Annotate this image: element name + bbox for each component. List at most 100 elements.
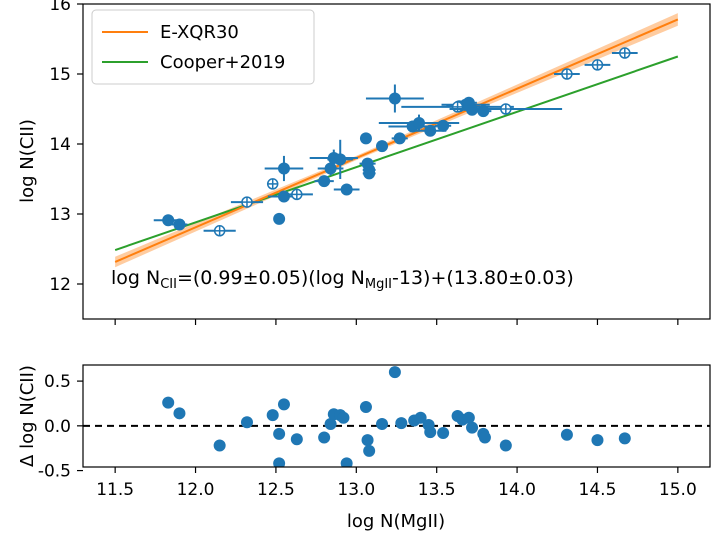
main-open-point [611, 47, 638, 59]
residual-data-points [162, 366, 631, 467]
main-open-point [266, 178, 279, 190]
residual-point [173, 407, 186, 420]
residual-point [273, 427, 286, 440]
residual-point [337, 411, 350, 424]
residual-point [414, 411, 427, 424]
x-tick-label: 13.0 [337, 480, 375, 500]
main-open-point [280, 188, 313, 201]
x-tick-label: 12.5 [257, 480, 295, 500]
point-marker [393, 132, 406, 145]
residual-point [324, 418, 337, 431]
x-tick-label: 14.0 [498, 480, 536, 500]
residual-y-tick-label: -0.5 [38, 462, 71, 482]
residual-point [499, 439, 512, 452]
x-tick-label: 11.5 [96, 480, 134, 500]
residual-point [240, 416, 253, 429]
main-open-point [449, 103, 563, 115]
point-marker [424, 124, 437, 137]
x-tick-label: 15.0 [659, 480, 697, 500]
point-marker [388, 92, 401, 105]
main-filled-point [391, 132, 408, 145]
residual-point [361, 434, 374, 447]
point-marker [359, 132, 372, 145]
main-y-tick-label: 15 [49, 65, 71, 85]
point-marker [162, 214, 175, 227]
cooper-2019-fit-line [114, 55, 679, 251]
point-marker [277, 190, 290, 203]
residual-point [363, 444, 376, 457]
residual-y-axis: 0.5 0.0 -0.5 [38, 372, 83, 482]
residual-point [437, 427, 450, 439]
residual-y-axis-label: Δ log N(CII) [17, 365, 38, 467]
main-filled-point [273, 212, 286, 225]
residual-point [388, 366, 401, 379]
point-marker [363, 167, 376, 180]
residual-point [213, 439, 226, 452]
main-y-axis: 12 13 14 15 16 [49, 0, 83, 295]
main-open-point [230, 196, 264, 208]
main-filled-point [365, 84, 424, 113]
main-filled-point [414, 124, 447, 137]
residual-point [462, 411, 475, 424]
main-filled-point [314, 175, 334, 188]
legend: E-XQR30 Cooper+2019 [91, 9, 315, 85]
point-marker [437, 119, 450, 132]
main-data-points [153, 47, 638, 237]
residual-point [395, 417, 408, 430]
main-panel: 12 13 14 15 16 log N(CII) E-XQR30 Cooper+201… [17, 0, 711, 325]
main-filled-point [359, 132, 372, 145]
residual-point [162, 396, 175, 409]
main-filled-point [317, 161, 344, 176]
main-filled-point [309, 149, 358, 167]
point-marker [277, 162, 290, 175]
main-filled-point [435, 119, 452, 132]
main-y-tick-label: 12 [49, 275, 71, 295]
residual-point [424, 426, 437, 439]
residual-point [318, 431, 331, 444]
residual-point [560, 428, 573, 441]
residual-point [478, 431, 491, 444]
point-marker [340, 183, 353, 196]
x-tick-label: 12.0 [177, 480, 215, 500]
main-filled-point [376, 140, 389, 153]
main-filled-point [362, 167, 376, 180]
residual-point [359, 401, 372, 414]
main-open-point [584, 59, 611, 71]
point-marker [173, 218, 186, 231]
residual-point [376, 418, 389, 431]
residual-plot-frame [82, 364, 711, 468]
residual-point [266, 409, 279, 422]
main-filled-point [327, 139, 354, 179]
main-y-tick-label: 13 [49, 205, 71, 225]
equation-middle: =(0.99±0.05)(log N [177, 267, 365, 289]
x-axis-label: log N(MgII) [347, 511, 445, 532]
equation-prefix: log N [111, 267, 160, 289]
residual-point [591, 434, 604, 447]
residual-point [618, 432, 631, 445]
main-filled-point [333, 183, 360, 196]
main-y-tick-label: 16 [49, 0, 71, 15]
main-y-tick-label: 14 [49, 135, 71, 155]
main-plot-frame [82, 3, 711, 320]
legend-label-cooper-2019: Cooper+2019 [160, 52, 285, 73]
equation-sub-mgii: MgII [365, 277, 392, 292]
equation-sub-cii: CII [160, 277, 177, 292]
point-marker [318, 175, 331, 188]
residual-panel: 0.50.0-0.5 11.5 12.0 12.5 13.0 13.5 14.0 14.5 1… [17, 364, 711, 532]
legend-label-e-xqr30: E-XQR30 [160, 22, 239, 43]
residual-point [340, 457, 353, 467]
point-marker [376, 140, 389, 153]
legend-box [91, 9, 315, 85]
main-open-point [554, 68, 580, 80]
residual-y-tick-label: 0.5 [44, 372, 71, 392]
residual-x-axis: 11.5 12.0 12.5 13.0 13.5 14.0 14.5 15.0 [96, 467, 697, 500]
equation-suffix: -13)+(13.80±0.03) [392, 267, 574, 289]
residual-point [466, 421, 479, 434]
fit-equation: log NCII=(0.99±0.05)(log NMgII-13)+(13.8… [111, 267, 574, 292]
point-marker [413, 117, 426, 129]
main-open-point [203, 225, 236, 237]
x-tick-label: 14.5 [579, 480, 617, 500]
main-x-ticks [114, 319, 679, 325]
point-marker [273, 212, 286, 225]
residual-y-tick-label: 0.0 [44, 417, 71, 437]
